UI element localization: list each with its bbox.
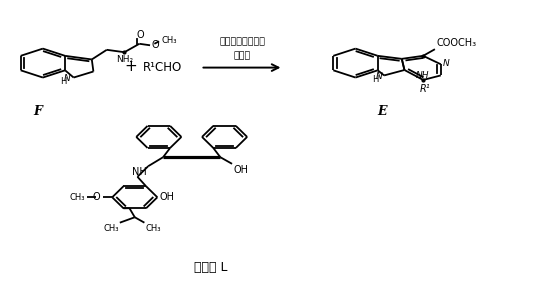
Text: CH₃: CH₃	[70, 193, 85, 202]
Text: 添加剂: 添加剂	[234, 52, 251, 61]
Text: R¹: R¹	[420, 84, 430, 94]
Text: 手性路易斯催化剂: 手性路易斯催化剂	[219, 37, 265, 46]
Text: N: N	[443, 59, 450, 68]
Text: NH: NH	[132, 167, 147, 177]
Text: NH: NH	[415, 71, 429, 80]
Text: N: N	[375, 72, 382, 81]
Text: +: +	[125, 60, 137, 75]
Text: H: H	[60, 77, 66, 86]
Text: O: O	[93, 192, 100, 202]
Text: O: O	[151, 40, 159, 50]
Text: CH₃: CH₃	[162, 36, 177, 45]
Text: CH₃: CH₃	[145, 224, 161, 233]
Text: OH: OH	[234, 165, 248, 175]
Text: O: O	[137, 30, 144, 40]
Text: 化合物 L: 化合物 L	[194, 261, 228, 274]
Text: E: E	[377, 105, 387, 118]
Text: COOCH₃: COOCH₃	[436, 38, 477, 48]
Text: R¹CHO: R¹CHO	[143, 61, 182, 74]
Text: OH: OH	[159, 192, 174, 202]
Text: N: N	[64, 74, 71, 83]
Text: NH₂: NH₂	[117, 55, 133, 64]
Text: H: H	[373, 75, 379, 84]
Text: F: F	[33, 105, 42, 118]
Text: CH₃: CH₃	[103, 224, 119, 233]
